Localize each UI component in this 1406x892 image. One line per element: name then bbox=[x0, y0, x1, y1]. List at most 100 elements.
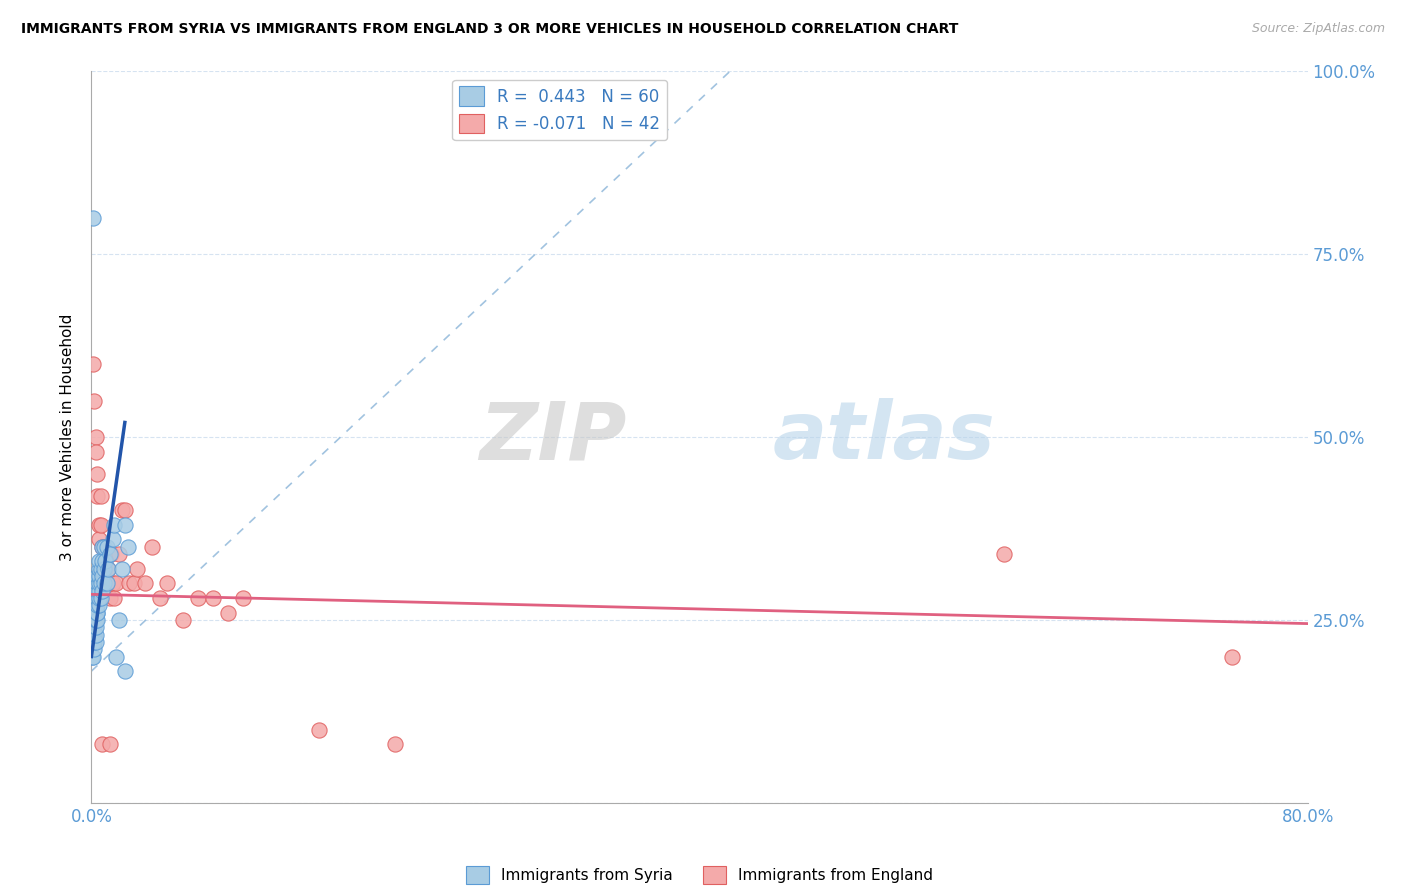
Point bbox=[84, 599, 107, 613]
Point bbox=[101, 533, 124, 547]
Point bbox=[156, 576, 179, 591]
Point bbox=[98, 591, 121, 605]
Point bbox=[84, 613, 107, 627]
Text: Source: ZipAtlas.com: Source: ZipAtlas.com bbox=[1251, 22, 1385, 36]
Point bbox=[217, 606, 239, 620]
Point bbox=[993, 547, 1015, 561]
Point bbox=[86, 576, 108, 591]
Point bbox=[103, 517, 125, 532]
Point bbox=[97, 562, 120, 576]
Point bbox=[111, 503, 134, 517]
Point bbox=[103, 591, 125, 605]
Point bbox=[86, 591, 108, 605]
Point bbox=[83, 613, 105, 627]
Point bbox=[87, 554, 110, 568]
Point bbox=[122, 576, 145, 591]
Text: IMMIGRANTS FROM SYRIA VS IMMIGRANTS FROM ENGLAND 3 OR MORE VEHICLES IN HOUSEHOLD: IMMIGRANTS FROM SYRIA VS IMMIGRANTS FROM… bbox=[21, 22, 959, 37]
Point bbox=[83, 627, 105, 641]
Point bbox=[84, 430, 107, 444]
Point bbox=[118, 576, 141, 591]
Point bbox=[98, 547, 121, 561]
Point bbox=[82, 357, 104, 371]
Point bbox=[86, 467, 108, 481]
Point bbox=[86, 613, 108, 627]
Point bbox=[83, 627, 105, 641]
Point bbox=[84, 591, 107, 605]
Point bbox=[87, 533, 110, 547]
Point bbox=[83, 635, 105, 649]
Point bbox=[83, 393, 105, 408]
Point bbox=[202, 591, 225, 605]
Point bbox=[89, 562, 111, 576]
Point bbox=[104, 576, 127, 591]
Point bbox=[384, 737, 406, 751]
Text: ZIP: ZIP bbox=[479, 398, 627, 476]
Point bbox=[89, 591, 111, 605]
Point bbox=[91, 737, 114, 751]
Point bbox=[86, 591, 108, 605]
Point bbox=[84, 444, 107, 458]
Point bbox=[86, 583, 108, 598]
Point bbox=[84, 635, 107, 649]
Point bbox=[86, 606, 108, 620]
Point bbox=[100, 547, 122, 561]
Point bbox=[89, 517, 111, 532]
Point bbox=[114, 503, 136, 517]
Point bbox=[101, 576, 124, 591]
Point bbox=[107, 613, 129, 627]
Point bbox=[117, 540, 139, 554]
Point bbox=[134, 576, 156, 591]
Point bbox=[86, 569, 108, 583]
Y-axis label: 3 or more Vehicles in Household: 3 or more Vehicles in Household bbox=[60, 313, 76, 561]
Point bbox=[172, 613, 194, 627]
Point bbox=[84, 576, 107, 591]
Point bbox=[82, 649, 104, 664]
Point bbox=[308, 723, 330, 737]
Point bbox=[87, 583, 110, 598]
Point bbox=[83, 620, 105, 634]
Point bbox=[87, 562, 110, 576]
Point bbox=[84, 627, 107, 641]
Point bbox=[86, 606, 108, 620]
Point bbox=[187, 591, 209, 605]
Point bbox=[93, 562, 115, 576]
Point bbox=[84, 606, 107, 620]
Point bbox=[91, 540, 114, 554]
Point bbox=[84, 613, 107, 627]
Legend: Immigrants from Syria, Immigrants from England: Immigrants from Syria, Immigrants from E… bbox=[460, 861, 939, 890]
Point bbox=[149, 591, 172, 605]
Point bbox=[96, 576, 118, 591]
Text: atlas: atlas bbox=[772, 398, 995, 476]
Point bbox=[93, 576, 115, 591]
Point bbox=[91, 562, 114, 576]
Point bbox=[98, 737, 121, 751]
Point bbox=[141, 540, 163, 554]
Point bbox=[1220, 649, 1243, 664]
Point bbox=[87, 517, 110, 532]
Point bbox=[84, 620, 107, 634]
Point bbox=[93, 540, 115, 554]
Point bbox=[93, 540, 115, 554]
Point bbox=[84, 606, 107, 620]
Point bbox=[82, 635, 104, 649]
Point bbox=[86, 489, 108, 503]
Point bbox=[89, 576, 111, 591]
Point bbox=[87, 569, 110, 583]
Point bbox=[104, 649, 127, 664]
Point bbox=[114, 664, 136, 678]
Point bbox=[94, 554, 117, 568]
Point bbox=[83, 642, 105, 657]
Point bbox=[84, 583, 107, 598]
Point bbox=[87, 599, 110, 613]
Point bbox=[96, 540, 118, 554]
Point bbox=[97, 562, 120, 576]
Point bbox=[91, 583, 114, 598]
Point bbox=[91, 569, 114, 583]
Point bbox=[91, 540, 114, 554]
Point bbox=[91, 554, 114, 568]
Point bbox=[114, 517, 136, 532]
Point bbox=[107, 547, 129, 561]
Point bbox=[87, 591, 110, 605]
Point bbox=[87, 576, 110, 591]
Point bbox=[232, 591, 254, 605]
